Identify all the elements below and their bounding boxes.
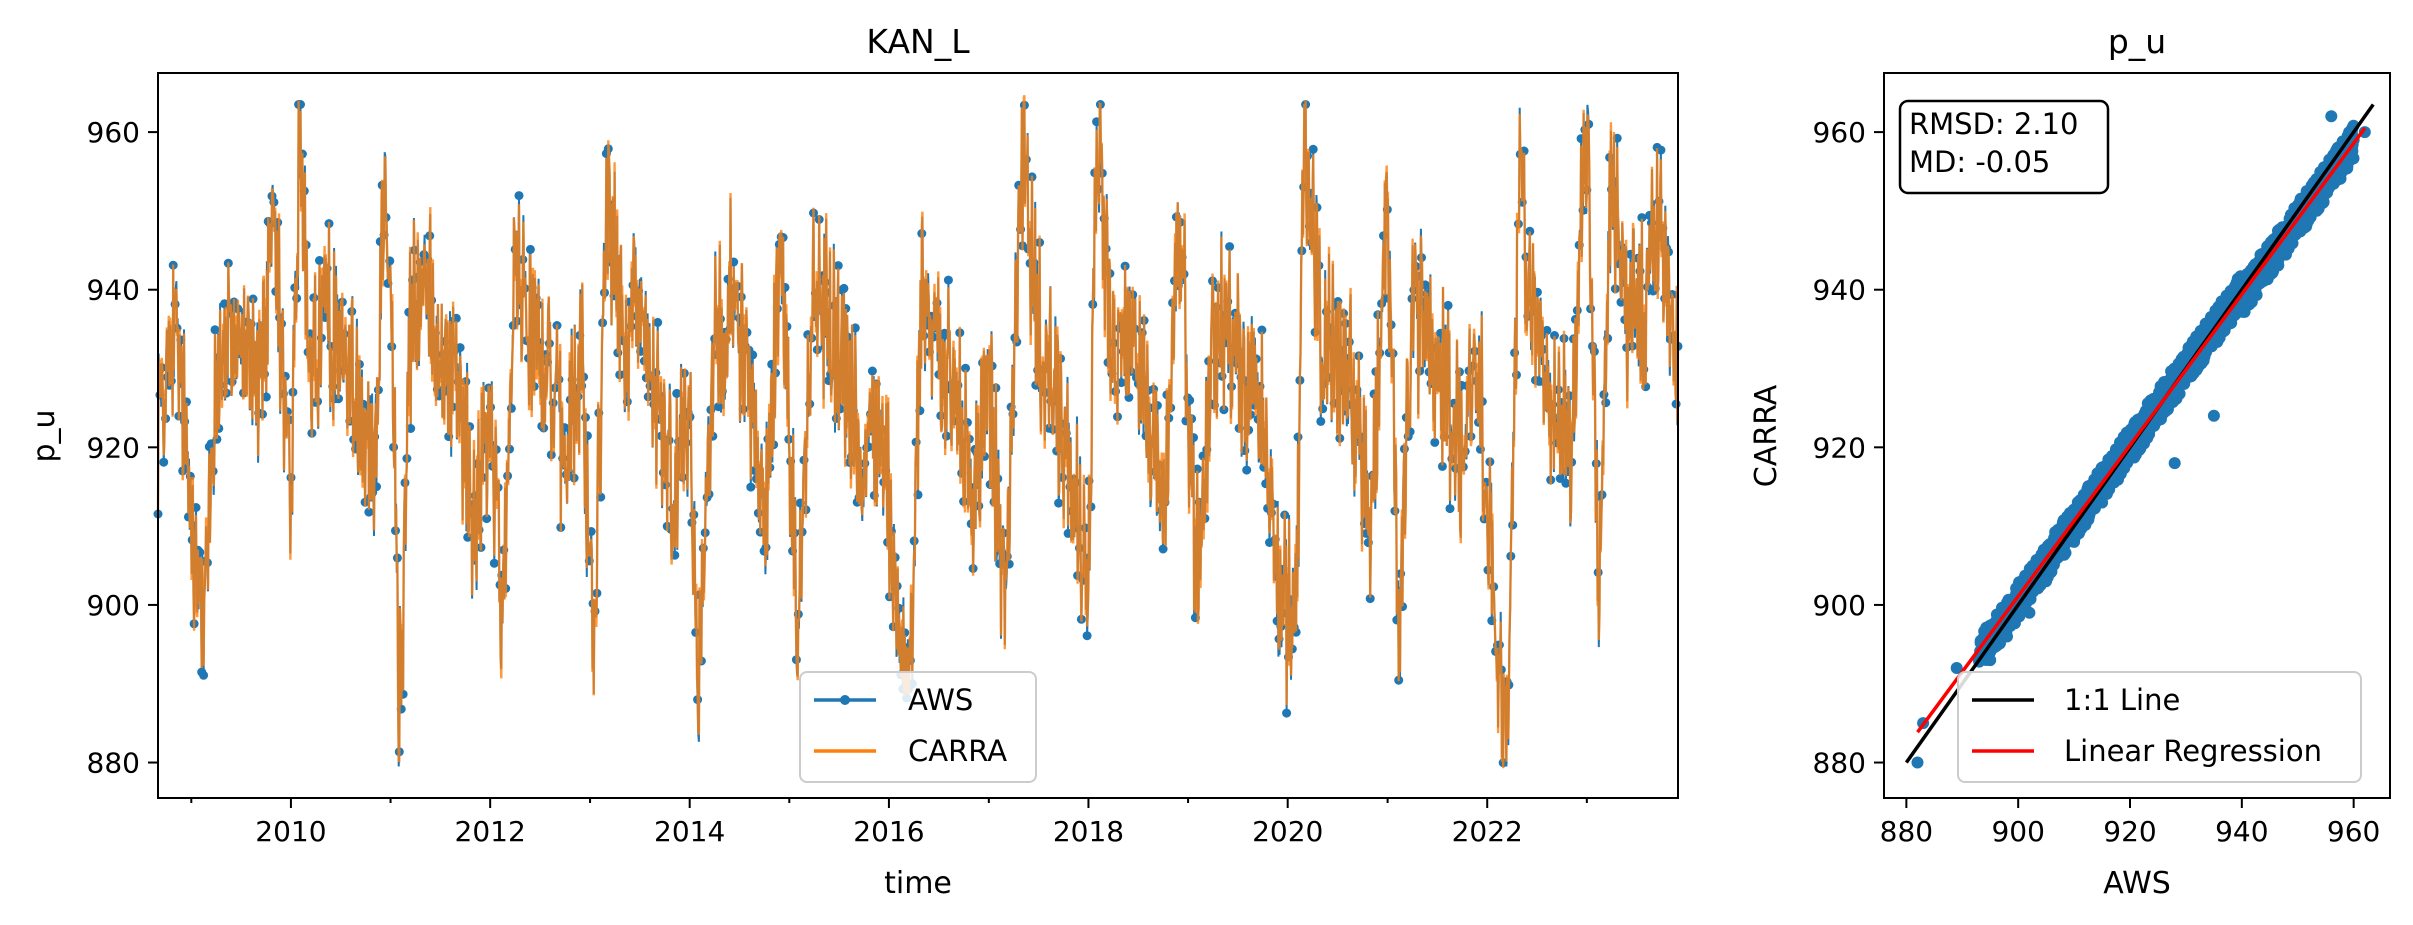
right-legend-box — [1957, 671, 2362, 783]
right-x-tick-label: 920 — [2103, 815, 2156, 848]
left-x-tick-label: 2012 — [455, 815, 526, 848]
rmsd-text: RMSD: 2.10 — [1909, 107, 2078, 141]
right-x-tick-label: 900 — [1991, 815, 2044, 848]
right-y-tick-label: 940 — [1813, 274, 1866, 307]
scatter-point — [2001, 630, 2013, 643]
left-y-tick-label: 940 — [87, 274, 140, 307]
left-y-axis-label: p_u — [27, 409, 62, 462]
left-x-tick-label: 2010 — [255, 815, 326, 848]
right-x-ticks: 880 900 920 940 960 — [1880, 798, 2380, 848]
right-x-tick-label: 960 — [2327, 815, 2380, 848]
legend-label-aws: AWS — [908, 683, 973, 717]
left-legend: AWS CARRA — [799, 671, 1037, 783]
legend-label-1-1-line: 1:1 Line — [2064, 683, 2180, 717]
right-y-ticks: 880 900 920 940 960 — [1813, 116, 1884, 780]
scatter-point — [2168, 457, 2181, 470]
time-series-panel: KAN_L 2010 2012 2014 2016 2018 2020 2022 880 90… — [27, 22, 1683, 901]
legend-marker-aws — [840, 695, 850, 705]
left-y-tick-label: 960 — [87, 116, 140, 149]
scatter-points — [1911, 110, 2371, 769]
left-x-tick-label: 2014 — [654, 815, 725, 848]
right-legend: 1:1 Line Linear Regression — [1957, 671, 2362, 783]
scatter-plot-area — [1904, 103, 2375, 769]
left-axes-frame — [157, 72, 1679, 799]
legend-label-linear-regression: Linear Regression — [2064, 734, 2322, 768]
right-chart-title: p_u — [2108, 22, 2166, 61]
scatter-point — [1911, 756, 1924, 769]
right-y-axis-label: CARRA — [1749, 384, 1784, 487]
scatter-point — [2096, 496, 2109, 509]
right-x-axis-label: AWS — [2103, 866, 2171, 901]
stats-box-frame — [1898, 99, 2110, 195]
right-x-tick-label: 940 — [2215, 815, 2268, 848]
time-series-plot-area — [153, 94, 1683, 769]
left-x-tick-label: 2020 — [1252, 815, 1323, 848]
left-chart-title: KAN_L — [866, 22, 970, 61]
right-y-tick-label: 900 — [1813, 589, 1866, 622]
left-x-tick-label: 2016 — [853, 815, 924, 848]
right-y-tick-label: 960 — [1813, 116, 1866, 149]
right-y-tick-label: 920 — [1813, 431, 1866, 464]
left-x-ticks: 2010 2012 2014 2016 2018 2020 2022 — [190, 798, 1588, 848]
left-x-tick-label: 2018 — [1053, 815, 1124, 848]
left-y-ticks: 880 900 920 940 960 — [87, 116, 158, 780]
right-axes-frame — [1883, 72, 2391, 799]
scatter-point — [2325, 110, 2338, 123]
left-y-tick-label: 880 — [87, 747, 140, 780]
scatter-point — [2040, 575, 2053, 588]
scatter-point — [2207, 409, 2220, 422]
carra-series-line — [156, 94, 1680, 769]
scatter-point — [2068, 535, 2081, 548]
legend-label-carra: CARRA — [908, 734, 1007, 768]
left-y-tick-label: 900 — [87, 589, 140, 622]
right-x-tick-label: 880 — [1880, 815, 1933, 848]
md-text: MD: -0.05 — [1909, 145, 2050, 179]
left-y-tick-label: 920 — [87, 431, 140, 464]
right-y-tick-label: 880 — [1813, 747, 1866, 780]
linear-regression-line — [1916, 127, 2367, 734]
scatter-point — [1950, 662, 1963, 674]
left-x-tick-label: 2022 — [1452, 815, 1523, 848]
scatter-point — [1984, 654, 1997, 667]
scatter-point — [2023, 606, 2036, 619]
stats-box: RMSD: 2.10 MD: -0.05 — [1898, 99, 2110, 195]
left-x-axis-label: time — [884, 866, 952, 901]
